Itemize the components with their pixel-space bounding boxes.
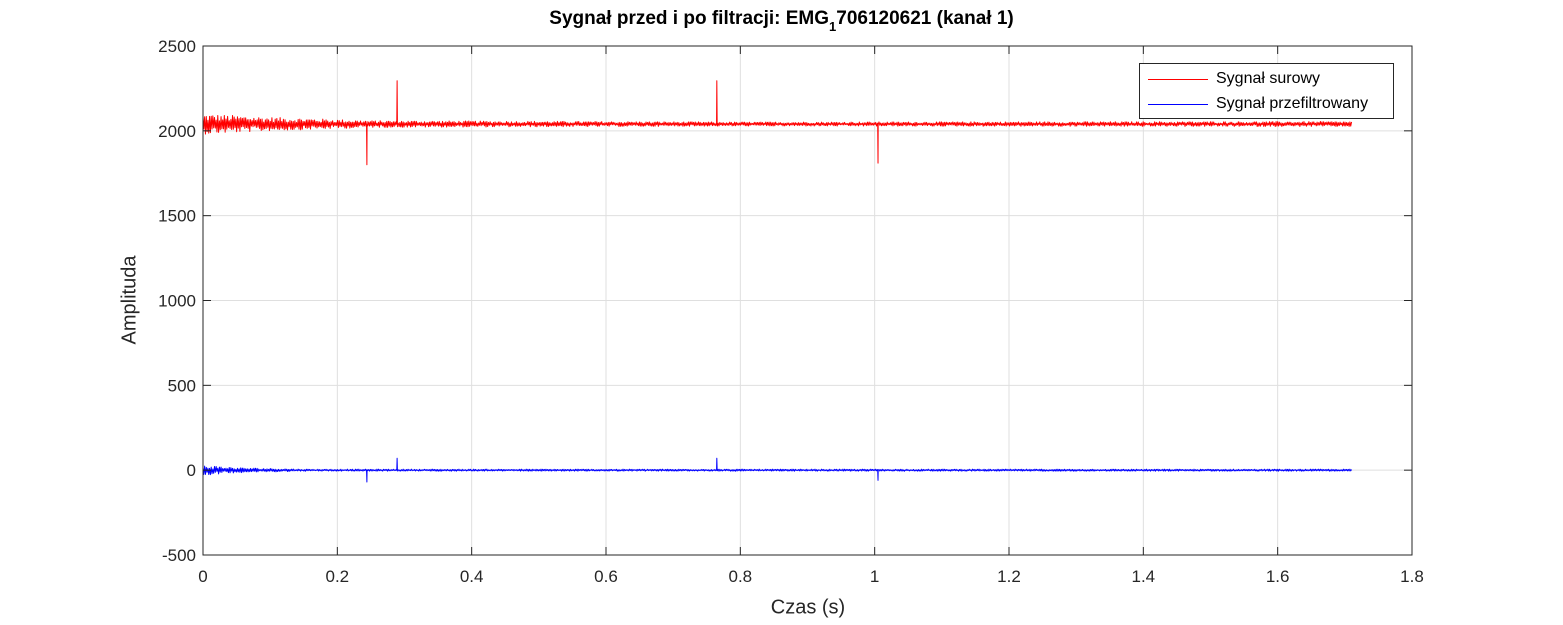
chart-title: Sygnał przed i po filtracji: EMG17061206… — [0, 8, 1563, 34]
legend-entry-raw: Sygnał surowy — [1148, 68, 1320, 90]
y-tick-label-4: 1500 — [158, 207, 196, 226]
title-subscript: 1 — [829, 19, 837, 34]
x-tick-label-8: 1.6 — [1266, 567, 1290, 586]
x-tick-label-4: 0.8 — [729, 567, 753, 586]
x-tick-label-9: 1.8 — [1400, 567, 1424, 586]
y-tick-label-5: 2000 — [158, 122, 196, 141]
title-rest: 706120621 (kanał 1) — [836, 8, 1014, 29]
title-main: Sygnał przed i po filtracji: EMG — [549, 8, 830, 29]
x-tick-label-2: 0.4 — [460, 567, 484, 586]
legend-label-raw: Sygnał surowy — [1216, 70, 1321, 87]
legend-label-filtered: Sygnał przefiltrowany — [1216, 95, 1369, 112]
legend-entry-filtered: Sygnał przefiltrowany — [1148, 93, 1368, 115]
y-tick-label-6: 2500 — [158, 37, 196, 56]
series-line-1 — [202, 457, 1352, 483]
y-tick-label-1: 0 — [187, 461, 196, 480]
y-axis-label: Amplituda — [118, 255, 141, 345]
y-tick-label-3: 1000 — [158, 292, 196, 311]
y-tick-label-0: -500 — [162, 546, 196, 565]
x-tick-label-7: 1.4 — [1132, 567, 1156, 586]
series-line-0 — [202, 80, 1353, 166]
x-tick-label-6: 1.2 — [997, 567, 1021, 586]
x-tick-label-3: 0.6 — [594, 567, 618, 586]
legend-swatch-raw — [1148, 78, 1208, 80]
x-tick-label-1: 0.2 — [326, 567, 350, 586]
x-axis-label: Czas (s) — [770, 596, 846, 619]
legend: Sygnał surowy Sygnał przefiltrowany — [1139, 63, 1394, 119]
y-tick-label-2: 500 — [168, 376, 196, 395]
x-tick-label-0: 0 — [198, 567, 207, 586]
legend-swatch-filtered — [1148, 103, 1208, 105]
x-tick-label-5: 1 — [870, 567, 879, 586]
